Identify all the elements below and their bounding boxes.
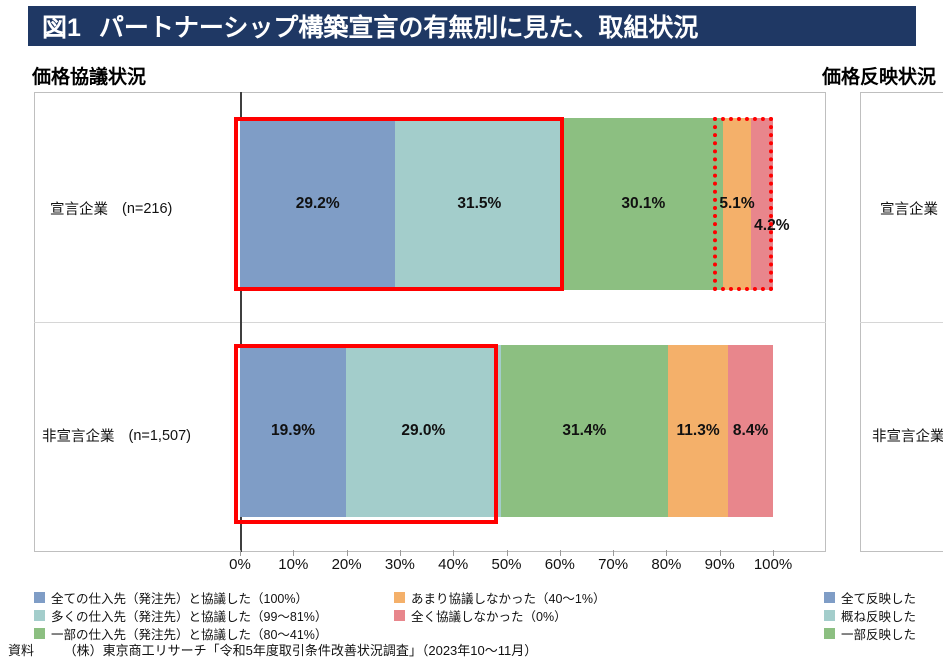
figure-title-text: パートナーシップ構築宣言の有無別に見た、取組状況 — [98, 14, 699, 42]
x-axis-tick-label: 90% — [704, 556, 735, 573]
right-panel-legend: 全て反映した 概ね反映した 一部反映した — [824, 588, 943, 642]
legend-item: 一部反映した — [824, 624, 943, 642]
legend-item: 一部の仕入先（発注先）と協議した（80～41%） — [34, 624, 327, 642]
legend-swatch-icon — [34, 609, 45, 621]
legend-item-label: 多くの仕入先（発注先）と協議した（99～81%） — [51, 609, 328, 624]
bar-segment-value: 8.4% — [732, 422, 769, 439]
x-axis-tick-label: 0% — [229, 556, 251, 573]
right-panel-heading: 価格反映状況 — [822, 67, 937, 88]
legend-item-label: 概ね反映した — [841, 609, 917, 624]
y-axis-line — [240, 92, 242, 552]
left-panel-heading: 価格協議状況 — [32, 67, 147, 88]
x-axis-tick-label: 50% — [491, 556, 522, 573]
bar-segment: 30.1% — [563, 118, 724, 290]
category-label-declared: 宣言企業 (n=216) — [50, 198, 172, 219]
stacked-bar-nondeclared: 19.9% 29.0% 31.4% 11.3% 8.4% — [240, 345, 773, 517]
x-axis-tick-label: 20% — [331, 556, 362, 573]
x-axis-tickmark — [613, 550, 615, 556]
category-sample-size: (n=1,507) — [128, 427, 191, 444]
source-note: 資料 （株）東京商工リサーチ「令和5年度取引条件改善状況調査」（2023年10～… — [8, 640, 537, 659]
bar-segment-value: 11.3% — [676, 422, 720, 439]
right-category-separator — [860, 322, 943, 323]
x-axis-tickmark — [293, 550, 295, 556]
legend-item: あまり協議しなかった（40～1%） — [394, 588, 605, 606]
x-axis-tickmark — [346, 550, 348, 556]
bar-segment-value: 29.2% — [295, 195, 340, 212]
bar-segment-value: 30.1% — [621, 195, 666, 212]
legend-swatch-icon — [34, 627, 45, 639]
legend-swatch-icon — [394, 591, 405, 603]
legend-swatch-icon — [824, 627, 835, 639]
legend-swatch-icon — [34, 591, 45, 603]
legend-swatch-icon — [824, 591, 835, 603]
x-axis-tickmark — [719, 550, 721, 556]
figure-title-bar: 図1 パートナーシップ構築宣言の有無別に見た、取組状況 — [28, 6, 916, 46]
legend-item-label: 全て反映した — [841, 591, 917, 606]
legend-item: 概ね反映した — [824, 606, 943, 624]
legend-swatch-icon — [394, 609, 405, 621]
bar-segment-value: 29.0% — [401, 422, 446, 439]
bar-segment: 19.9% — [240, 345, 347, 517]
x-axis-tick-label: 100% — [753, 556, 793, 573]
category-label-nondeclared: 非宣言企業 (n=1,507) — [42, 425, 191, 446]
legend-item-label: 全く協議しなかった（0%） — [411, 609, 567, 624]
legend-swatch-icon — [824, 609, 835, 621]
bar-segment: 31.5% — [395, 118, 564, 290]
bar-segment-value: 19.9% — [271, 422, 315, 439]
bar-segment-value: 31.4% — [562, 422, 607, 439]
legend-item-label: 一部の仕入先（発注先）と協議した（80～41%） — [51, 627, 328, 642]
x-axis-tickmark — [240, 550, 241, 556]
right-category-label-declared: 宣言企業 — [880, 202, 938, 218]
legend-column-right: あまり協議しなかった（40～1%） 全く協議しなかった（0%） — [394, 588, 605, 624]
bar-segment: 29.0% — [346, 345, 501, 517]
right-category-label-nondeclared: 非宣言企業 — [872, 429, 943, 445]
x-axis-tickmark — [453, 550, 455, 556]
bar-segment: 29.2% — [240, 118, 396, 290]
x-axis-tick-label: 30% — [384, 556, 415, 573]
stacked-bar-declared: 29.2% 31.5% 30.1% 5.1% 4.2% — [240, 118, 789, 290]
x-axis-tickmark — [666, 550, 668, 556]
legend-item-label: 一部反映した — [841, 627, 917, 642]
legend-item: 全く協議しなかった（0%） — [394, 606, 605, 624]
x-axis-tick-label: 60% — [544, 556, 575, 573]
legend-item-label: あまり協議しなかった（40～1%） — [411, 591, 606, 606]
category-sample-size: (n=216) — [122, 200, 173, 217]
bar-segment: 11.3% — [667, 345, 729, 517]
legend-item: 全て反映した — [824, 588, 943, 606]
source-text: （株）東京商工リサーチ「令和5年度取引条件改善状況調査」（2023年10～11月… — [63, 643, 538, 658]
x-axis-tickmark — [506, 550, 508, 556]
legend-item: 多くの仕入先（発注先）と協議した（99～81%） — [34, 606, 327, 624]
x-axis-tickmark — [559, 550, 561, 556]
legend-item-label: 全ての仕入先（発注先）と協議した（100%） — [51, 591, 308, 606]
bar-segment: 5.1% — [719, 118, 755, 290]
bar-segment-value: 5.1% — [719, 195, 755, 212]
legend-item: 全ての仕入先（発注先）と協議した（100%） — [34, 588, 327, 606]
x-axis-tick-label: 70% — [598, 556, 629, 573]
bar-segment-value: 31.5% — [457, 195, 502, 212]
bar-segment: 4.2% — [750, 118, 789, 290]
x-axis-tick-label: 40% — [438, 556, 469, 573]
figure-number: 図1 — [42, 14, 81, 42]
source-label: 資料 — [8, 643, 35, 658]
legend-column-left: 全ての仕入先（発注先）と協議した（100%） 多くの仕入先（発注先）と協議した（9… — [34, 588, 327, 642]
bar-segment-value: 4.2% — [754, 217, 790, 234]
category-name: 宣言企業 — [50, 202, 108, 218]
bar-segment: 8.4% — [728, 345, 773, 517]
left-category-separator — [34, 322, 826, 323]
x-axis-tick-label: 80% — [651, 556, 682, 573]
category-name: 非宣言企業 — [42, 429, 115, 445]
x-axis-tickmark — [773, 550, 774, 556]
x-axis-ticks: 0% 10% 20% 30% 40% 50% 60% 70% 80% 90% 100% — [229, 550, 792, 578]
x-axis-tickmark — [399, 550, 401, 556]
x-axis-tick-label: 10% — [278, 556, 309, 573]
bar-segment: 31.4% — [500, 345, 668, 517]
